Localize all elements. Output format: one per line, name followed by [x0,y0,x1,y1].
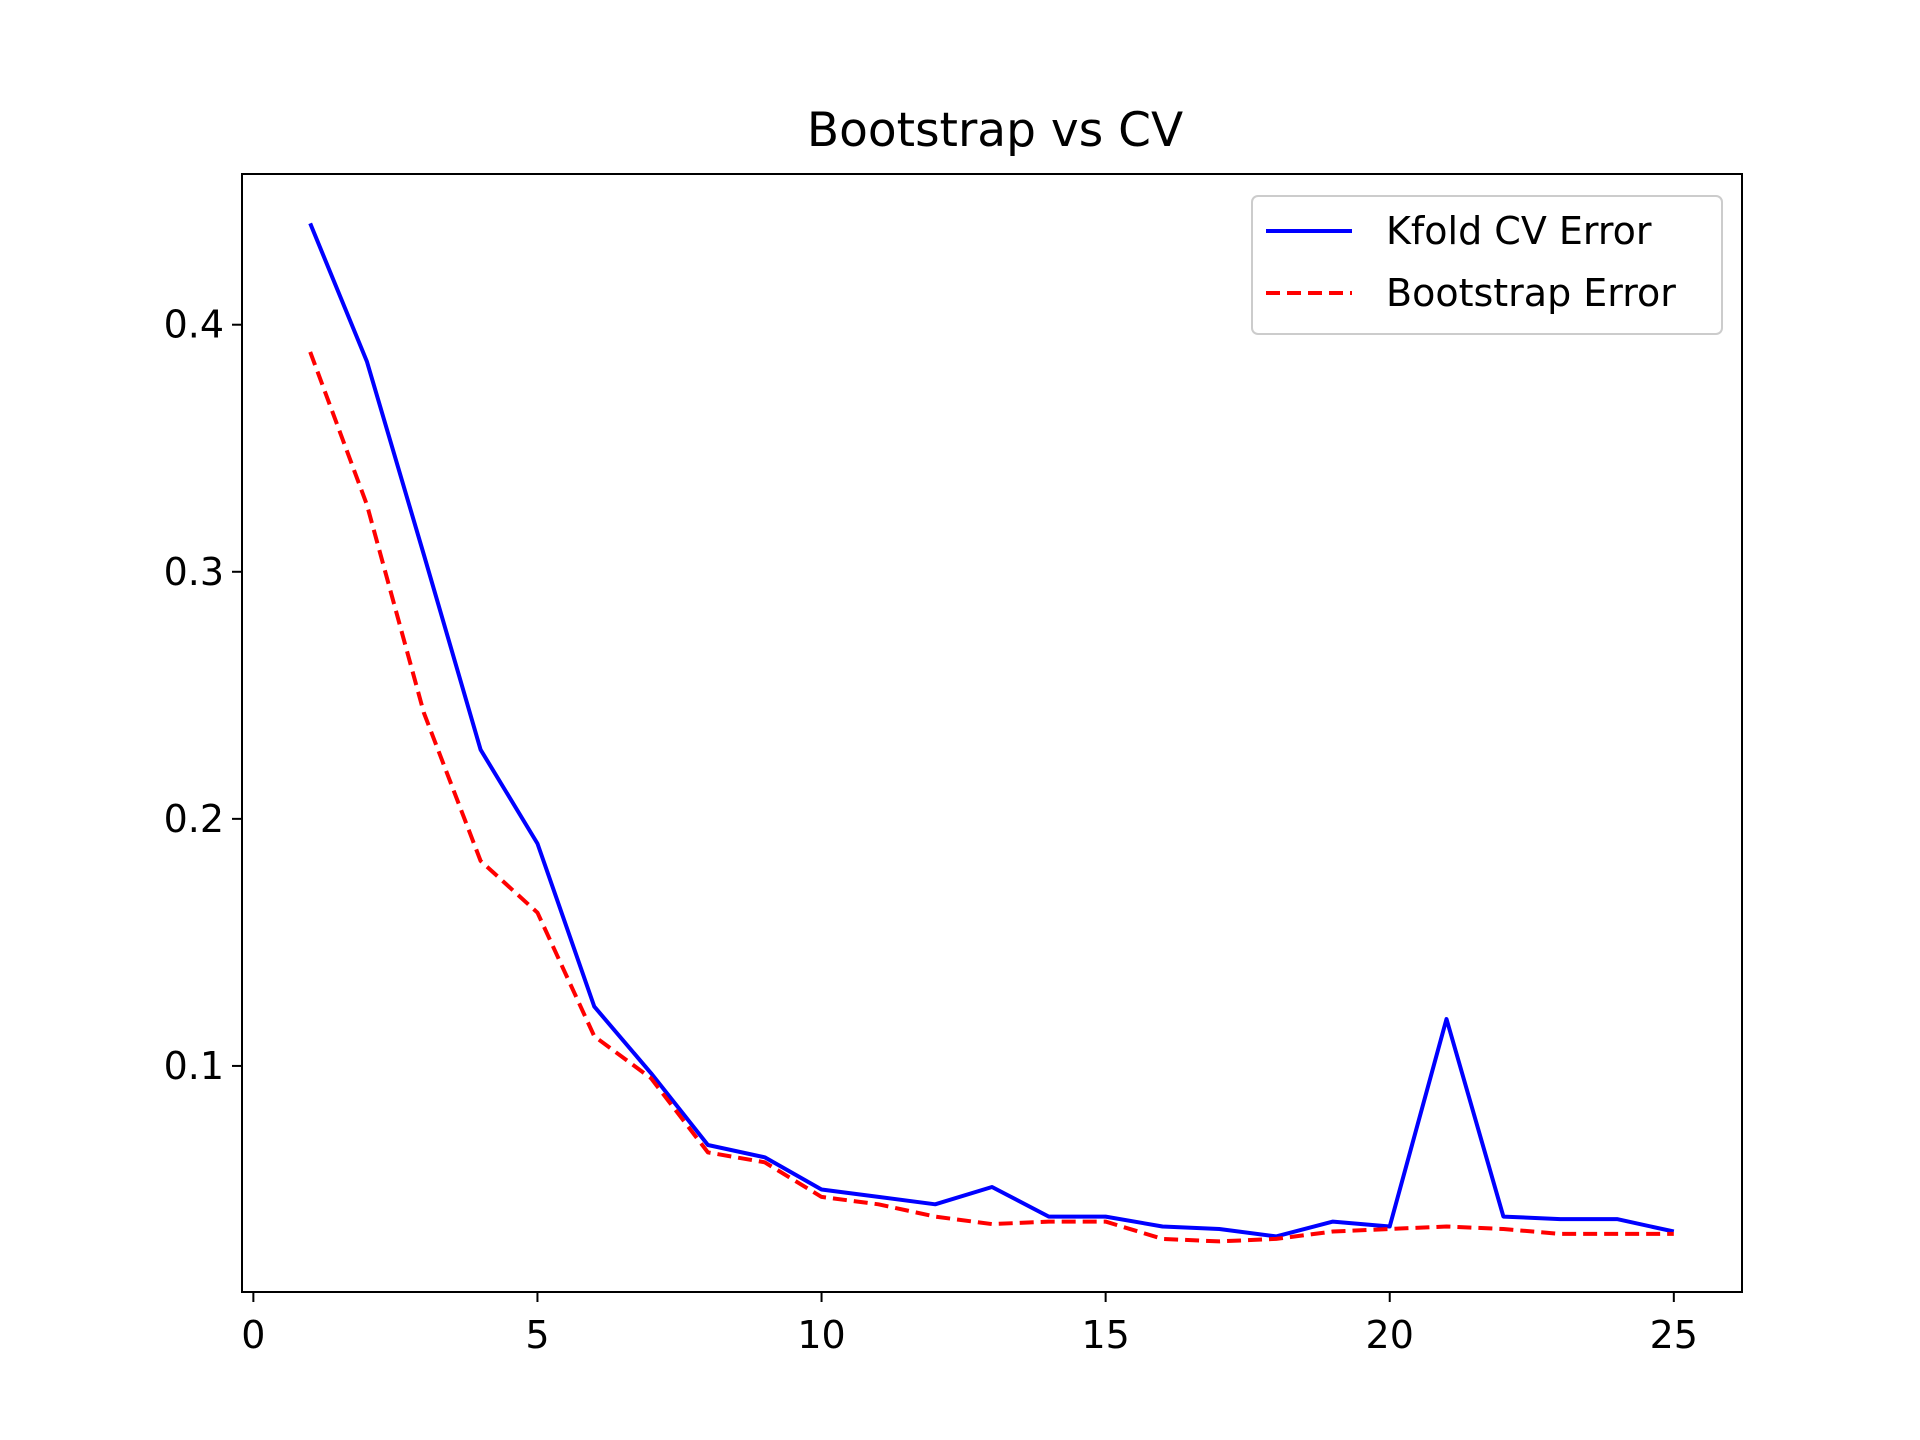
data-point [1558,1217,1562,1221]
plot-area [308,221,1676,1244]
data-point [933,1202,937,1206]
data-point [990,1185,994,1189]
data-point [535,842,539,846]
data-point [422,711,426,715]
data-point [1217,1227,1221,1231]
data-point [1160,1237,1164,1241]
x-tick-label: 15 [1081,1313,1129,1357]
data-point [1217,1239,1221,1243]
x-axis: 0 5 10 15 20 25 [241,1292,1698,1357]
series-line-0 [308,222,1675,1239]
data-point [592,1005,596,1009]
legend-box [1251,195,1723,335]
data-point [1104,1215,1108,1219]
y-axis: 0.1 0.2 0.3 0.4 [164,303,242,1088]
data-point [876,1195,880,1199]
data-point [365,360,369,364]
axes-frame [241,173,1743,1293]
data-point [479,748,483,752]
data-point [1331,1229,1335,1233]
data-point [1445,1017,1449,1021]
y-tick-label: 0.1 [164,1044,224,1088]
x-tick-label: 0 [241,1313,265,1357]
x-tick-label: 20 [1366,1313,1414,1357]
data-point [1160,1225,1164,1229]
legend: Kfold CV Error Bootstrap Error [1251,195,1723,335]
data-point [1445,1225,1449,1229]
data-point [763,1155,767,1159]
data-point [308,221,312,225]
data-point [820,1195,824,1199]
data-point [706,1150,710,1154]
data-point [422,552,426,556]
data-point [1501,1215,1505,1219]
data-point [1558,1232,1562,1236]
x-tick-label: 5 [525,1313,549,1357]
data-point [1104,1220,1108,1224]
data-point [1047,1215,1051,1219]
legend-label-0: Kfold CV Error [1386,209,1652,253]
data-point [592,1034,596,1038]
data-point [763,1160,767,1164]
data-point [706,1143,710,1147]
series-line-1 [308,351,1674,1244]
data-point [1501,1227,1505,1231]
data-point [535,911,539,915]
data-point [649,1076,653,1080]
y-tick-label: 0.2 [164,797,224,841]
data-point [1615,1232,1619,1236]
data-point [1274,1237,1278,1241]
data-point [876,1202,880,1206]
data-point [1388,1227,1392,1231]
data-point [1331,1220,1335,1224]
data-point [308,350,312,354]
data-point [649,1071,653,1075]
y-tick-label: 0.4 [164,303,224,347]
data-point [933,1215,937,1219]
chart-title: Bootstrap vs CV [807,103,1183,158]
data-point [479,859,483,863]
y-tick-label: 0.3 [164,550,224,594]
data-point [1047,1220,1051,1224]
data-point [365,503,369,507]
x-tick-label: 25 [1650,1313,1698,1357]
data-point [1615,1217,1619,1221]
data-point [1672,1232,1676,1236]
data-point [820,1187,824,1191]
legend-label-1: Bootstrap Error [1386,271,1676,315]
x-tick-label: 10 [797,1313,845,1357]
data-point [990,1222,994,1226]
